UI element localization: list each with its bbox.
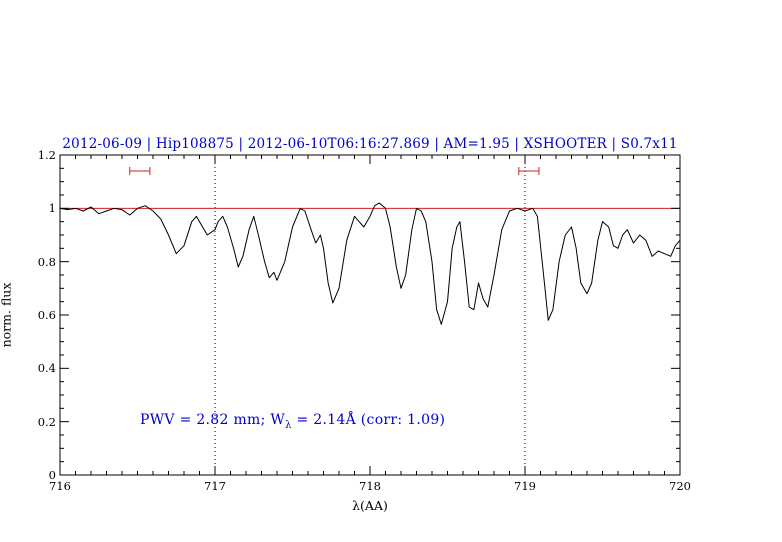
x-axis-label: λ(AA)	[352, 498, 388, 513]
plot-border	[59, 154, 681, 476]
y-tick-label: 1	[48, 201, 56, 216]
y-tick-label: 0.2	[37, 414, 56, 429]
x-tick-label: 718	[359, 479, 381, 493]
y-tick-label: 0.4	[37, 361, 56, 376]
y-tick-label: 1.2	[37, 148, 56, 162]
x-tick-label: 716	[49, 479, 71, 493]
x-tick-label: 719	[514, 479, 536, 493]
pwv-annotation: PWV = 2.82 mm; Wλ = 2.14Å (corr: 1.09)	[140, 412, 445, 431]
y-tick-label: 0.6	[37, 308, 56, 322]
x-tick-label: 717	[204, 479, 226, 493]
y-tick-label: 0	[48, 468, 56, 482]
pwv-annotation-part1: PWV = 2.82 mm; W	[140, 412, 286, 428]
pwv-annotation-lambda-subscript: λ	[285, 419, 292, 431]
spectrum-line	[59, 202, 681, 325]
pwv-annotation-part2: = 2.14Å (corr: 1.09)	[291, 412, 446, 428]
y-tick-label: 0.8	[37, 254, 56, 269]
x-tick-label: 720	[669, 479, 691, 493]
plot-title: 2012-06-09 | Hip108875 | 2012-06-10T06:1…	[62, 136, 678, 152]
